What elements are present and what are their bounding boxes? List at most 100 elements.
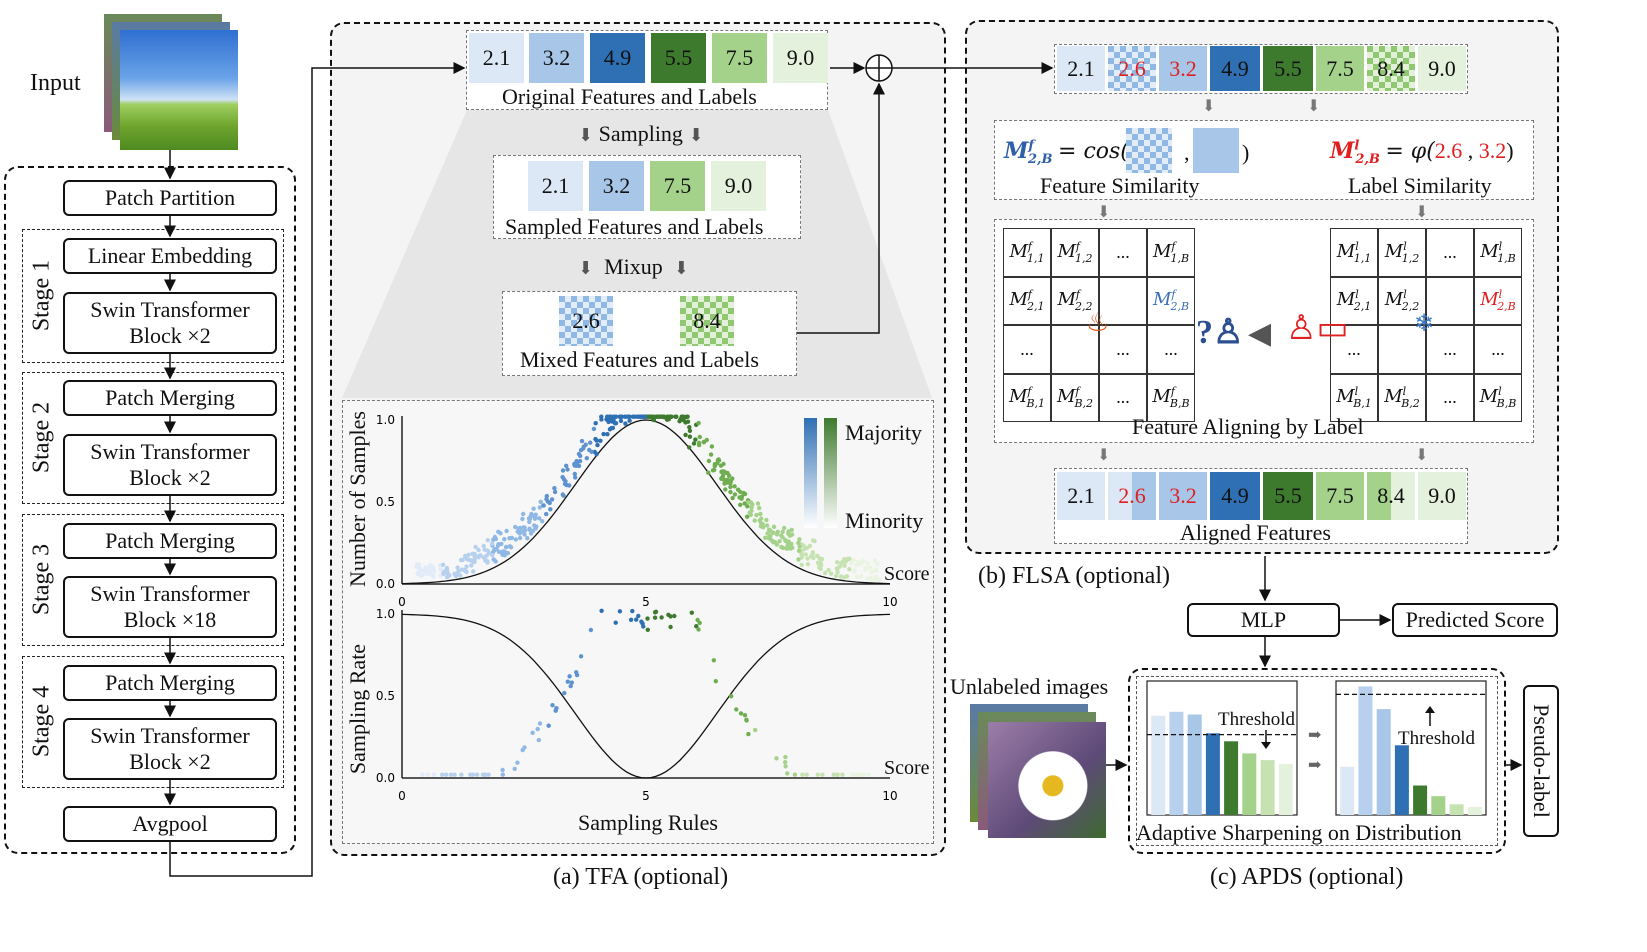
label-matrix-cell: ... [1330, 325, 1378, 374]
feature-matrix-cell: Mf2,1 [1003, 276, 1051, 325]
chart1-point [560, 468, 566, 473]
chart2-point [562, 690, 567, 696]
chart1-xtick: 10 [882, 595, 897, 609]
chart1-point [802, 546, 807, 552]
chart2-curve [401, 613, 891, 779]
chart1-point [513, 524, 518, 530]
chart1-point [588, 440, 593, 445]
chart2-point [753, 727, 758, 733]
chart1-point [687, 434, 693, 439]
flsa-down-arrow-1: ⬇ [1202, 98, 1216, 115]
chart2-point [820, 772, 825, 777]
chart1-point [476, 547, 481, 553]
chart1-point [757, 505, 762, 511]
label-matrix-cell: Ml2,B [1474, 276, 1522, 325]
chart1-xtick: 5 [642, 595, 650, 609]
sampled-feat-3: 9.0 [711, 161, 766, 211]
chart1-point [424, 568, 430, 573]
dist-before-bar [1187, 714, 1202, 815]
chart2-point [711, 658, 716, 663]
chart2-point [500, 767, 505, 773]
tfa-caption: (a) TFA (optional) [553, 864, 729, 890]
dist-after-bar [1340, 766, 1355, 815]
chart1-point [867, 565, 872, 570]
chart1-point [490, 541, 495, 546]
left-arrow-icon: ◀ [1248, 317, 1272, 350]
chart2-point [474, 772, 480, 777]
stage-4-group [22, 656, 284, 788]
chart1-point [504, 544, 509, 550]
stage-3-group [22, 514, 284, 646]
chart1-point [441, 571, 446, 577]
chart2-xtick: 0 [398, 789, 406, 803]
chart1-point [720, 473, 726, 478]
chart1-point [612, 421, 618, 426]
chart1-point [681, 414, 686, 419]
aligned-feat-3: 4.9 [1210, 472, 1260, 520]
chart1-point [782, 525, 787, 531]
chart1-point [687, 428, 693, 433]
chart1-point [607, 414, 612, 419]
apds-container [1128, 668, 1506, 854]
flower-image [988, 722, 1106, 838]
chart2-ytick: 0.5 [376, 689, 395, 703]
label-matrix-cell: Ml2,2 [1378, 276, 1426, 325]
chart2-point [440, 772, 445, 777]
chart1-point [485, 548, 490, 553]
chart1-point [720, 469, 725, 474]
chart2-point [459, 772, 464, 777]
chart1-point [469, 563, 474, 568]
chart1-point [874, 577, 879, 582]
chart2-point [645, 627, 650, 632]
chart2-point [613, 620, 618, 625]
aligned-feat-2: 3.2 [1159, 472, 1207, 520]
dist-before-bar [1242, 753, 1257, 815]
chart1-point [715, 461, 720, 466]
chart1-point [712, 463, 717, 469]
chart1-point [459, 567, 465, 572]
swin-block-2: Swin Transformer Block ×2 [63, 434, 277, 496]
chart2-point [565, 679, 570, 684]
label-matrix-cell: ... [1426, 325, 1474, 374]
orig-feat-0: 2.1 [469, 33, 524, 83]
chart1-point [843, 559, 848, 564]
chart1-point [498, 531, 503, 536]
chart1-point [471, 569, 476, 574]
chart1-point [741, 490, 746, 496]
chart1-point [696, 420, 701, 426]
chart1-point [874, 567, 879, 572]
chart1-point [589, 449, 594, 454]
flsa-down-arrow-4: ⬇ [1415, 204, 1429, 221]
chart1-point [838, 574, 844, 579]
chart1-point [623, 421, 628, 426]
chart1-point [673, 414, 678, 419]
label-matrix-cell: ... [1426, 228, 1474, 277]
chart1-point [537, 516, 542, 521]
chart1-point [573, 475, 578, 480]
chart2-xtick: 5 [642, 789, 650, 803]
chart1-point [517, 531, 522, 536]
chart2-point [831, 772, 836, 777]
chart1-point [517, 535, 523, 541]
chart1-point [531, 506, 536, 511]
dist-before-bar [1278, 764, 1293, 815]
feature-matrix-cell: ... [1099, 373, 1147, 422]
chart1-point [584, 456, 589, 461]
chart1-point [481, 543, 486, 549]
chart2-point [550, 703, 555, 708]
input-label: Input [30, 70, 81, 96]
chart2-point [599, 608, 604, 613]
chart1-point [494, 546, 499, 552]
chart1-point [810, 538, 816, 543]
chart2-point [452, 772, 457, 777]
flsa-feat-6: 8.4 [1367, 46, 1415, 91]
orig-feat-4: 7.5 [712, 33, 767, 83]
swin-block-1: Swin Transformer Block ×2 [63, 292, 277, 354]
chart1-point [581, 444, 586, 449]
aligned-feat-4: 5.5 [1263, 472, 1313, 520]
mixed-features-label: Mixed Features and Labels [520, 347, 759, 372]
chart1-xlabel: Score [884, 563, 930, 585]
chart1-point [745, 504, 750, 509]
chart1-point [872, 558, 878, 563]
chart1-point [854, 574, 860, 580]
